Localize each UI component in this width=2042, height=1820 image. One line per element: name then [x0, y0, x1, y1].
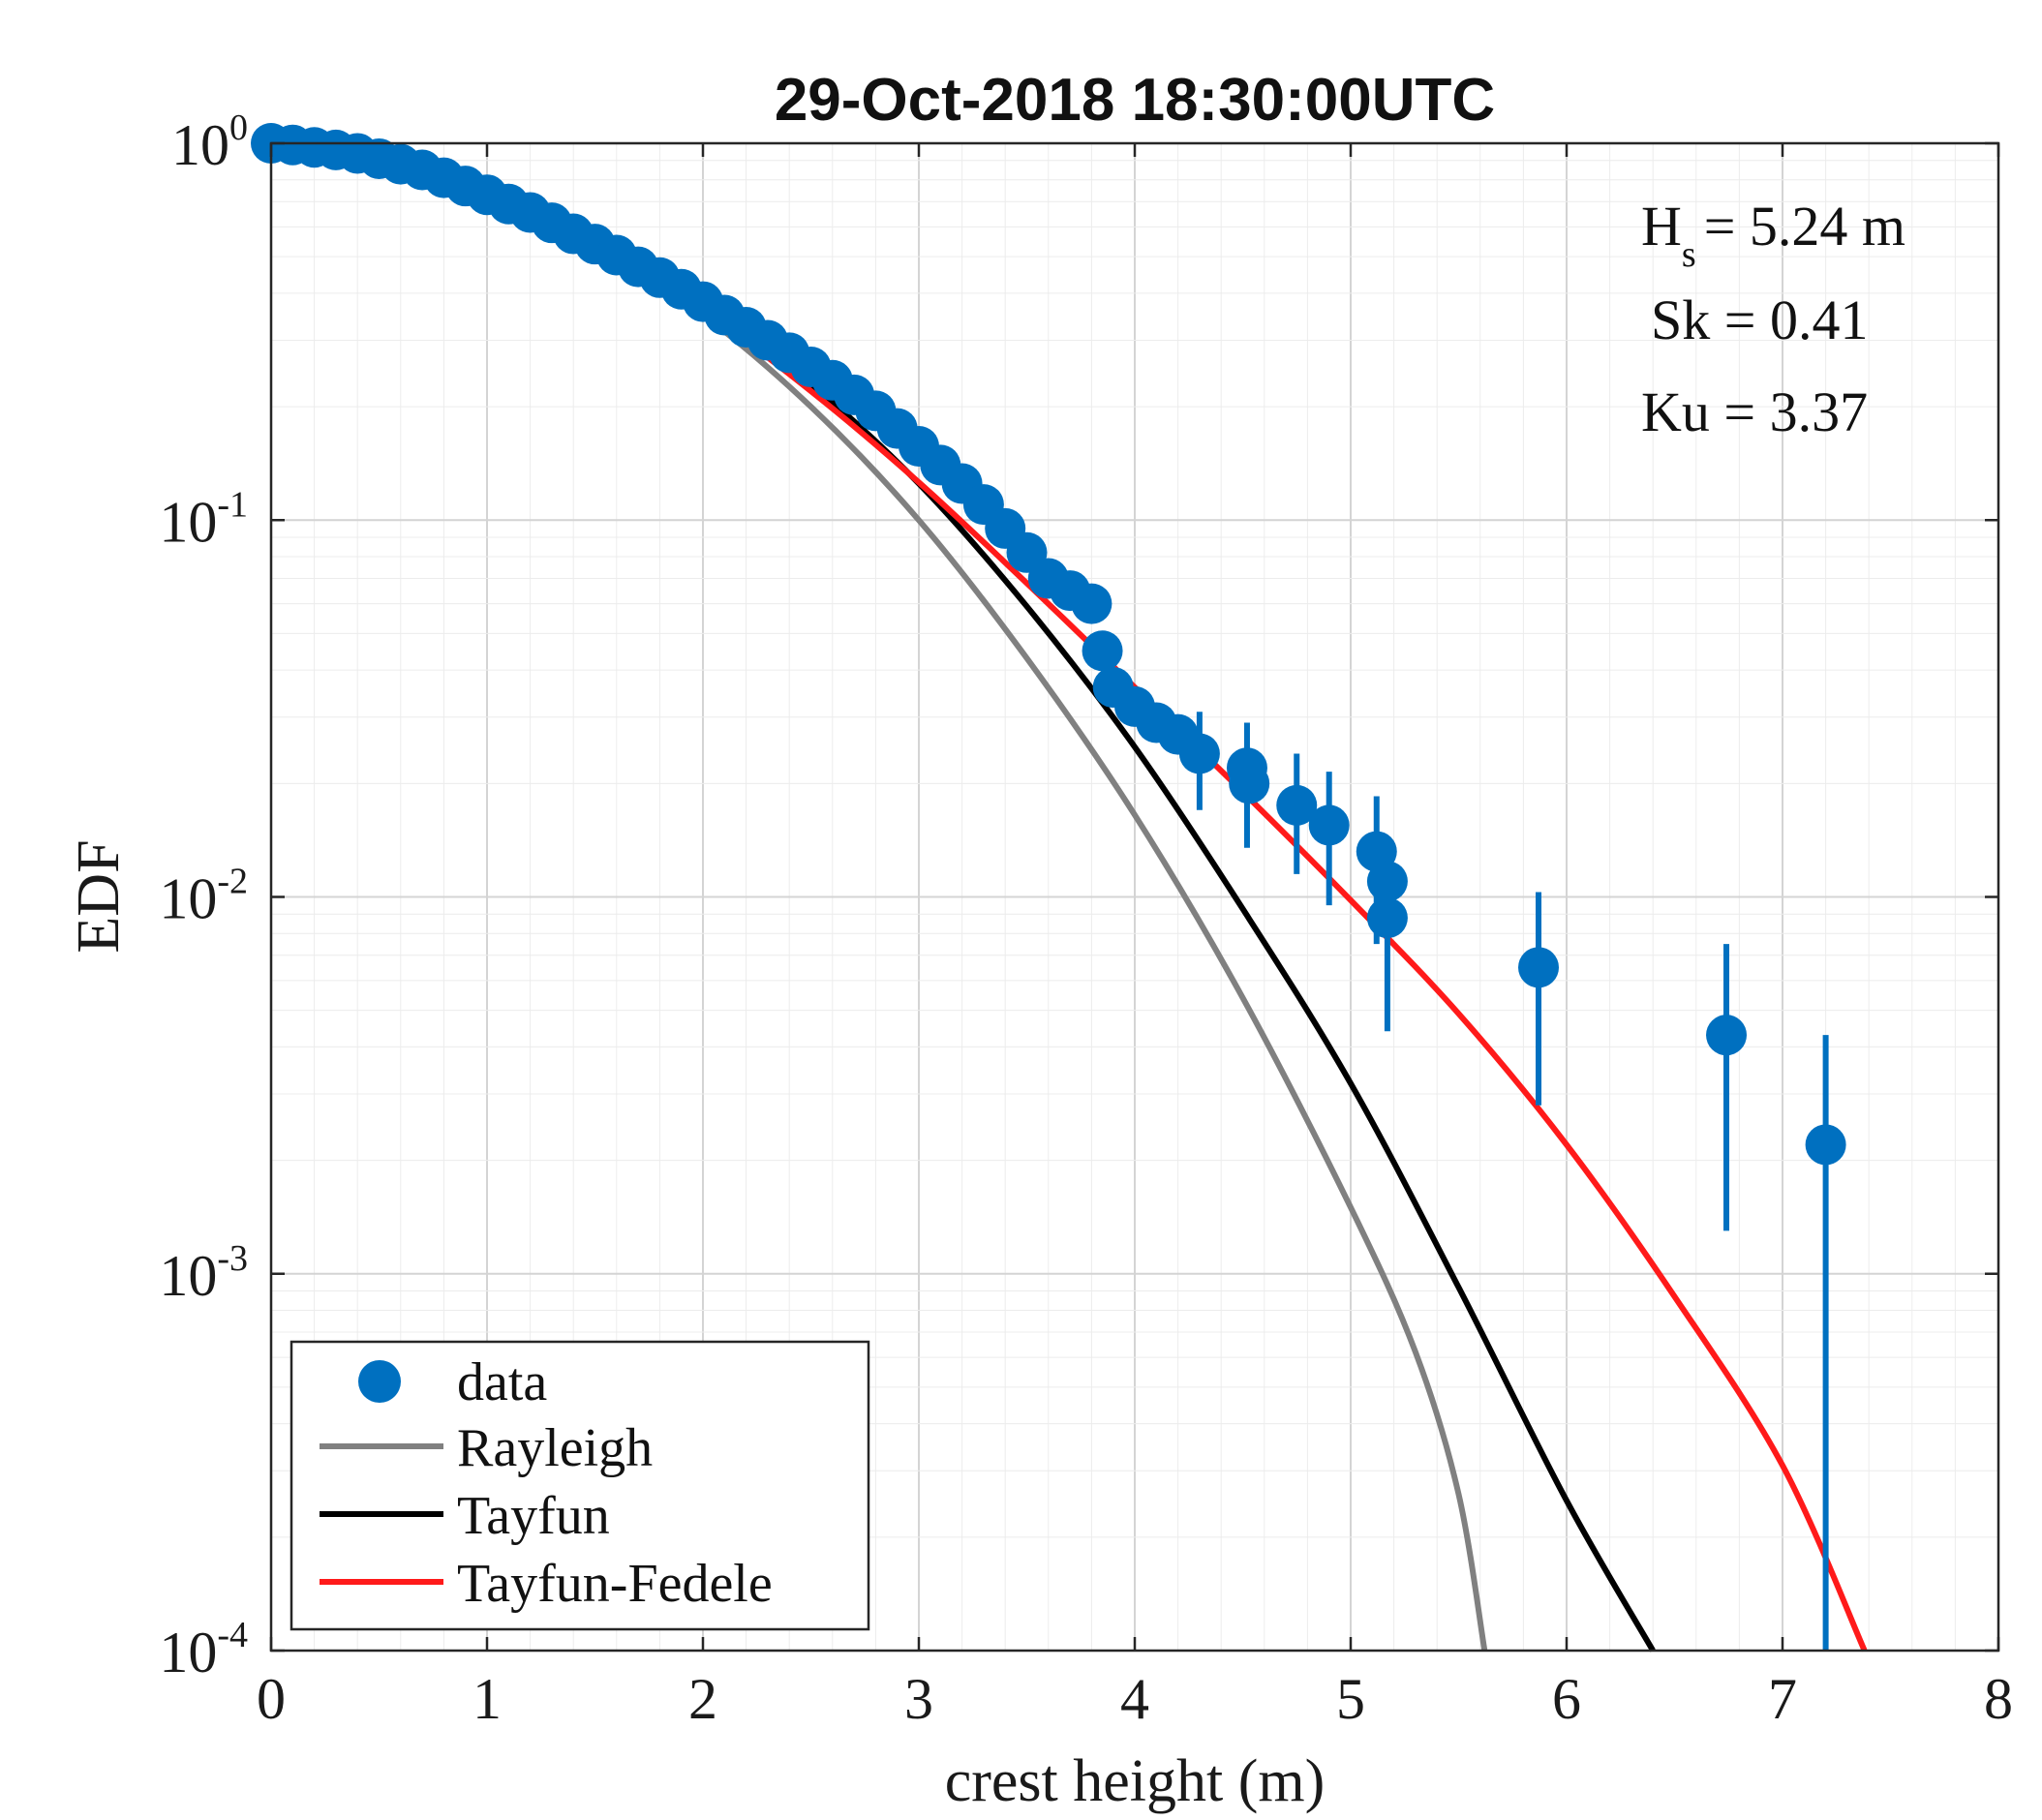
data-points-layer — [251, 123, 1846, 1651]
data-point — [1276, 784, 1318, 826]
hs-label: H — [1641, 195, 1682, 258]
x-tick-label: 1 — [472, 1667, 502, 1731]
legend: data Rayleigh Tayfun Tayfun-Fedele — [290, 1340, 870, 1631]
x-tick-label: 2 — [688, 1667, 717, 1731]
legend-label-tayfun-fedele: Tayfun-Fedele — [457, 1554, 773, 1614]
hs-value: = 5.24 m — [1704, 195, 1905, 258]
x-tick-label: 5 — [1336, 1667, 1365, 1731]
y-tick-label: 10-3 — [159, 1238, 248, 1308]
data-point — [1706, 1015, 1748, 1056]
y-tick-label: 10-2 — [159, 862, 248, 931]
data-point — [1518, 947, 1560, 988]
ku-value: Ku = 3.37 — [1641, 380, 1868, 443]
data-point — [1308, 804, 1350, 846]
chart-title: 29-Oct-2018 18:30:00UTC — [775, 67, 1495, 134]
legend-label-rayleigh: Rayleigh — [457, 1418, 653, 1478]
x-axis-label: crest height (m) — [945, 1748, 1326, 1814]
x-tick-label: 8 — [1984, 1667, 2013, 1731]
x-tick-label: 7 — [1768, 1667, 1797, 1731]
data-point — [1366, 897, 1408, 939]
y-tick-label: 10-4 — [159, 1615, 248, 1684]
hs-subscript: s — [1682, 234, 1696, 275]
stats-annotation: Hs = 5.24 m Sk = 0.41 Ku = 3.37 — [1641, 195, 1905, 443]
data-point — [1366, 861, 1408, 902]
x-tick-label: 4 — [1120, 1667, 1149, 1731]
x-tick-label: 6 — [1552, 1667, 1581, 1731]
axis-ticks: 0 1 2 3 4 5 6 7 8 10-4 10-3 10-2 10-1 100 — [159, 107, 2013, 1731]
data-point — [1805, 1124, 1846, 1166]
x-tick-label: 0 — [257, 1667, 286, 1731]
legend-label-data: data — [457, 1352, 547, 1412]
data-point — [1229, 763, 1270, 804]
legend-label-tayfun: Tayfun — [457, 1486, 610, 1546]
y-axis-label: EDF — [66, 839, 132, 953]
data-point — [1178, 733, 1220, 774]
data-point — [1071, 583, 1112, 624]
sk-value: Sk = 0.41 — [1651, 288, 1868, 351]
y-tick-label: 100 — [171, 107, 248, 177]
data-point — [1082, 630, 1123, 672]
legend-data-marker — [358, 1360, 401, 1403]
svg-text:Hs= 5.24 m: Hs = 5.24 m — [1641, 195, 1905, 275]
y-tick-label: 10-1 — [159, 484, 248, 554]
x-tick-label: 3 — [904, 1667, 933, 1731]
